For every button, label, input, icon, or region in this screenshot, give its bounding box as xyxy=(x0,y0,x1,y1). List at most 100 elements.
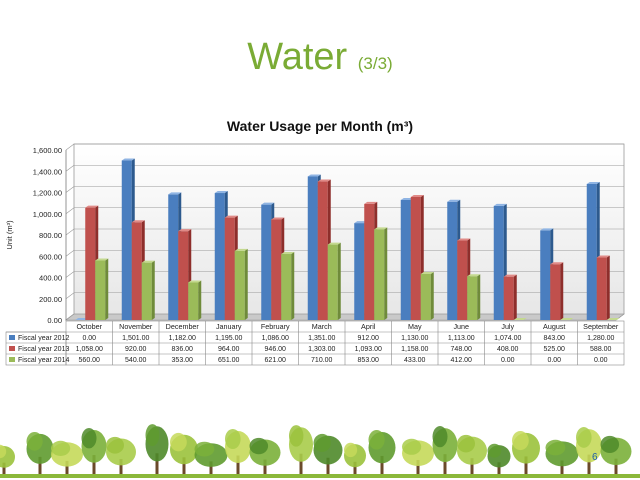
tree-trunk xyxy=(416,460,420,478)
bar-top xyxy=(281,252,295,255)
tree-canopy xyxy=(81,428,97,449)
data-label: 0.00 xyxy=(594,357,608,364)
data-label: 408.00 xyxy=(497,346,519,353)
bar xyxy=(374,229,385,320)
tree-canopy xyxy=(576,427,592,448)
tree-trunk xyxy=(497,462,501,478)
data-label: 651.00 xyxy=(218,357,240,364)
bar xyxy=(121,160,132,320)
tree-canopy xyxy=(432,426,448,448)
data-label: 588.00 xyxy=(590,346,612,353)
bar-top xyxy=(374,227,388,230)
page-number: 6 xyxy=(592,452,598,463)
bar xyxy=(354,223,365,320)
data-label: 748.00 xyxy=(451,346,473,353)
data-label: 920.00 xyxy=(125,346,147,353)
data-label: 946.00 xyxy=(265,346,287,353)
bar-top xyxy=(550,262,564,265)
bar xyxy=(141,262,152,320)
gridline xyxy=(65,186,75,193)
data-label: 1,074.00 xyxy=(494,335,521,342)
data-label: 1,086.00 xyxy=(262,335,289,342)
data-label: 621.00 xyxy=(265,357,287,364)
data-label: 412.00 xyxy=(451,357,473,364)
bar-top xyxy=(188,280,202,283)
bar-top xyxy=(271,217,285,220)
data-label: 1,303.00 xyxy=(308,346,335,353)
y-tick-label: 1,200.00 xyxy=(33,189,62,198)
data-label: 1,501.00 xyxy=(122,335,149,342)
tree-canopy xyxy=(225,429,241,449)
bar xyxy=(168,194,179,320)
tree-canopy xyxy=(194,441,215,457)
tree-trunk xyxy=(263,459,267,478)
bar-side xyxy=(384,227,388,320)
bar xyxy=(493,205,504,320)
y-tick-label: 1,400.00 xyxy=(33,167,62,176)
bar xyxy=(214,193,225,320)
slide-subtitle: (3/3) xyxy=(357,54,393,73)
tree-canopy xyxy=(26,431,43,451)
tree-canopy xyxy=(344,442,358,458)
data-label: 1,130.00 xyxy=(401,335,428,342)
x-tick-label: February xyxy=(261,322,290,331)
x-tick-label: November xyxy=(119,322,153,331)
bar-top xyxy=(400,197,414,200)
tree-canopy xyxy=(487,443,502,458)
tree-trunk xyxy=(299,453,303,478)
x-tick-label: December xyxy=(166,322,200,331)
tree-canopy xyxy=(402,438,422,455)
tree-canopy xyxy=(249,437,269,455)
gridline xyxy=(65,143,75,151)
tree-canopy xyxy=(368,429,385,450)
legend-label: Fiscal year 2013 xyxy=(18,346,69,353)
bar xyxy=(447,201,458,320)
bar-top xyxy=(85,205,99,208)
bar xyxy=(85,207,96,320)
bar-top xyxy=(447,199,461,202)
bar-side xyxy=(430,271,434,320)
tree-trunk xyxy=(236,455,240,478)
slide-title-text: Water xyxy=(247,36,348,78)
data-label: 1,093.00 xyxy=(355,346,382,353)
gridline xyxy=(65,207,75,214)
data-label: 853.00 xyxy=(358,357,380,364)
tree-trunk xyxy=(587,454,591,478)
bar-top xyxy=(410,194,424,197)
tree-trunk xyxy=(2,462,6,478)
bar xyxy=(586,184,597,320)
bar xyxy=(364,203,375,320)
x-tick-label: September xyxy=(583,322,619,331)
tree-canopy xyxy=(145,424,160,447)
tree-canopy xyxy=(313,433,331,452)
tree-canopy xyxy=(457,434,475,453)
bar-top xyxy=(586,182,600,184)
bar-top xyxy=(261,202,275,205)
bar xyxy=(540,230,551,320)
data-label: 1,351.00 xyxy=(308,335,335,342)
bar-top xyxy=(420,271,434,274)
tree-canopy xyxy=(106,436,124,454)
bar xyxy=(317,181,328,320)
tree-trunk xyxy=(155,453,159,478)
bar-top xyxy=(606,318,620,320)
data-label: 0.00 xyxy=(501,357,515,364)
data-label: 560.00 xyxy=(79,357,101,364)
x-tick-label: August xyxy=(543,322,565,331)
bar-side xyxy=(198,280,202,320)
bar-side xyxy=(513,274,517,320)
bar xyxy=(550,264,561,320)
bar-top xyxy=(354,221,368,224)
x-tick-label: January xyxy=(216,322,242,331)
bar-top xyxy=(560,318,574,320)
bar xyxy=(420,273,431,320)
tree-trunk xyxy=(38,456,42,478)
bar-side xyxy=(105,258,109,320)
data-label: 433.00 xyxy=(404,357,426,364)
bar xyxy=(224,217,235,320)
gridline xyxy=(65,228,75,236)
bar-top xyxy=(234,248,248,251)
bar-top xyxy=(327,242,341,245)
bar-top xyxy=(307,174,321,177)
bar-top xyxy=(178,229,192,232)
